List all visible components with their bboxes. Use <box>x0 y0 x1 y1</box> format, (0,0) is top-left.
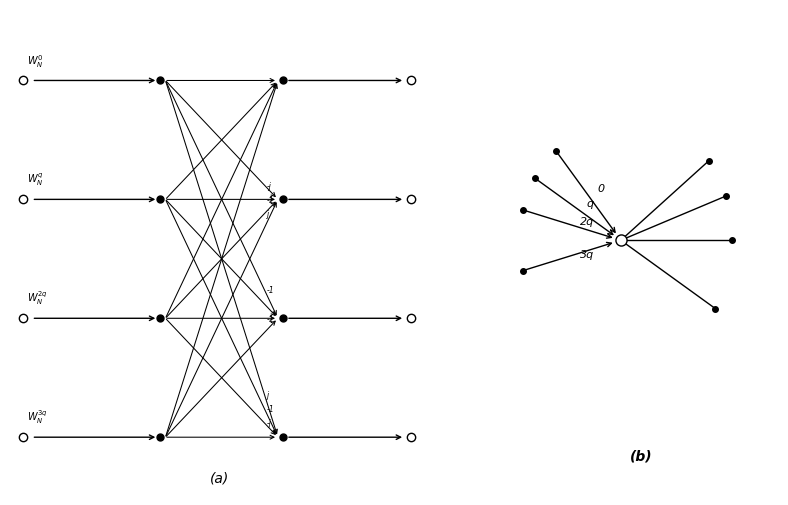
Text: $W_N^{3q}$: $W_N^{3q}$ <box>28 408 48 425</box>
Text: -j: -j <box>266 419 272 428</box>
Text: -1: -1 <box>266 286 274 294</box>
Text: j: j <box>266 390 269 399</box>
Text: $W_N^q$: $W_N^q$ <box>28 172 44 188</box>
Text: q: q <box>586 199 593 209</box>
Text: j: j <box>266 210 269 219</box>
Text: -1: -1 <box>266 405 274 413</box>
Text: $W_N^{2q}$: $W_N^{2q}$ <box>28 289 48 307</box>
Text: 2q: 2q <box>580 216 594 226</box>
Text: -1: -1 <box>266 314 274 323</box>
Text: (b): (b) <box>630 449 652 463</box>
Text: 0: 0 <box>597 184 605 193</box>
Text: $W_N^0$: $W_N^0$ <box>28 53 44 69</box>
Text: (a): (a) <box>210 471 229 485</box>
Text: -1: -1 <box>266 195 274 205</box>
Text: 3q: 3q <box>580 249 594 260</box>
Text: -j: -j <box>266 181 272 190</box>
